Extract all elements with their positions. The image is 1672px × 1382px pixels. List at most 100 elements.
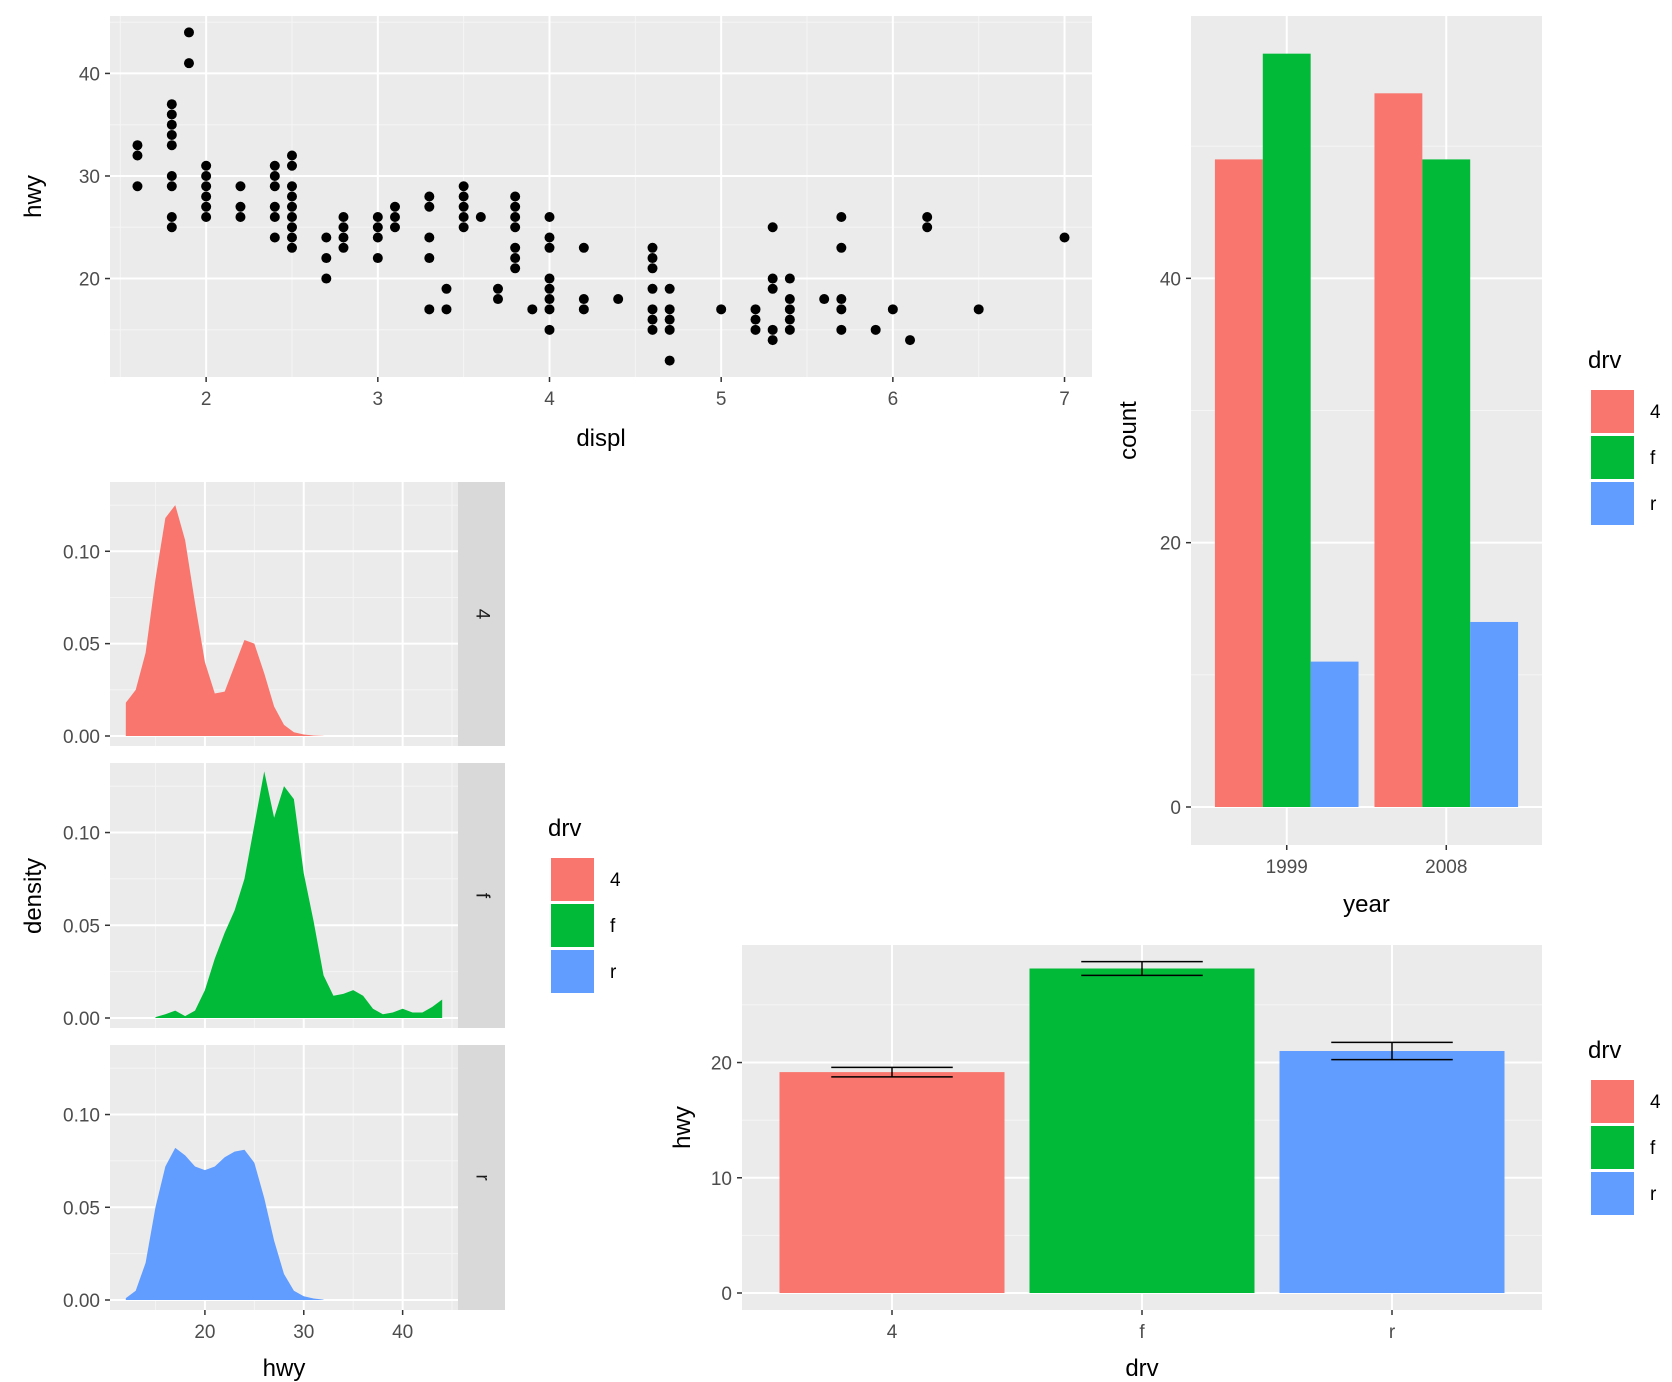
scatter-point — [286, 222, 297, 233]
scatter-point — [527, 304, 538, 315]
density-x-axis-title: hwy — [263, 1355, 306, 1382]
scatter-point — [973, 304, 984, 315]
scatter-point — [510, 201, 521, 212]
density-y-tick-label: 0.00 — [63, 1291, 100, 1312]
density-strip-label-f: f — [471, 893, 492, 899]
year-bar-2008-r — [1470, 621, 1519, 807]
year-bar-1999-4 — [1214, 159, 1263, 808]
year-bar-y-tick-label: 20 — [1160, 534, 1181, 555]
density-y-tick-label: 0.00 — [63, 727, 100, 748]
legend-label-r: r — [1650, 494, 1657, 515]
scatter-point — [458, 222, 469, 233]
scatter-point — [166, 212, 177, 223]
scatter-point — [269, 181, 280, 192]
scatter-point — [269, 160, 280, 171]
legend-key-f — [1591, 1126, 1634, 1169]
scatter-point — [922, 212, 933, 223]
scatter-point — [510, 212, 521, 223]
scatter-point — [544, 283, 555, 294]
year-bar-y-axis-title: count — [1115, 401, 1142, 460]
legend-label-f: f — [610, 916, 616, 937]
scatter-point — [235, 181, 246, 192]
scatter-point — [235, 201, 246, 212]
scatter-point — [544, 304, 555, 315]
scatter-point — [767, 335, 778, 346]
scatter-point — [441, 283, 452, 294]
scatter-point — [166, 222, 177, 233]
scatter-point — [784, 324, 795, 335]
density-area-r — [125, 1147, 324, 1300]
scatter-point — [750, 324, 761, 335]
scatter-point — [183, 27, 194, 38]
mean-bar-f — [1029, 968, 1255, 1293]
scatter-point — [922, 222, 933, 233]
scatter-point — [269, 201, 280, 212]
scatter-point — [269, 212, 280, 223]
density-y-tick-label: 0.10 — [63, 542, 100, 563]
year-bar-1999-f — [1262, 53, 1311, 807]
scatter-point — [424, 304, 435, 315]
year-bar-y-tick-label: 0 — [1170, 798, 1181, 819]
mean-bar-y-tick-label: 20 — [711, 1054, 732, 1075]
density-x-tick-label: 40 — [392, 1322, 413, 1343]
scatter-y-tick-label: 40 — [79, 64, 100, 85]
scatter-point — [647, 283, 658, 294]
density-y-tick-label: 0.00 — [63, 1009, 100, 1030]
legend-label-r: r — [610, 962, 617, 983]
scatter-x-tick-label: 6 — [888, 389, 899, 410]
mean-hwy-bar-chart: 0 10 20 4 f r drv hwy drv 4 f r — [669, 945, 1661, 1382]
year-bar-2008-f — [1422, 159, 1471, 808]
year-count-bar-chart: 0 20 40 1999 2008 year count drv 4 f r — [1115, 16, 1661, 918]
scatter-point — [510, 263, 521, 274]
scatter-point — [664, 355, 675, 366]
legend-label-f: f — [1650, 1138, 1656, 1159]
scatter-y-tick-label: 20 — [79, 270, 100, 291]
scatter-point — [544, 294, 555, 305]
scatter-point — [269, 170, 280, 181]
year-bar-x-axis-title: year — [1343, 891, 1390, 918]
scatter-point — [664, 314, 675, 325]
scatter-point — [338, 222, 349, 233]
legend-label-4: 4 — [1650, 1092, 1661, 1113]
legend-title: drv — [548, 815, 581, 842]
density-y-tick-label: 0.05 — [63, 916, 100, 937]
scatter-point — [389, 222, 400, 233]
legend-key-4 — [1591, 1080, 1634, 1123]
mean-bar-x-tick-label: 4 — [887, 1322, 898, 1343]
scatter-point — [767, 283, 778, 294]
mean-bar-x-tick-label: f — [1139, 1322, 1145, 1343]
scatter-point — [286, 212, 297, 223]
scatter-point — [664, 283, 675, 294]
scatter-point — [544, 232, 555, 243]
legend-label-f: f — [1650, 448, 1656, 469]
scatter-point — [510, 253, 521, 264]
scatter-point — [767, 222, 778, 233]
year-bar-x-tick-label: 1999 — [1266, 857, 1308, 878]
scatter-point — [424, 253, 435, 264]
scatter-plot: 2 3 4 5 6 7 20 30 40 displ hwy — [20, 16, 1092, 452]
scatter-point — [613, 294, 624, 305]
scatter-point — [166, 170, 177, 181]
scatter-point — [492, 294, 503, 305]
scatter-x-tick-label: 7 — [1059, 389, 1070, 410]
density-y-tick-label: 0.05 — [63, 635, 100, 656]
legend-key-4 — [1591, 390, 1634, 433]
year-bar-2008-4 — [1374, 93, 1423, 807]
year-bar-y-tick-label: 40 — [1160, 269, 1181, 290]
scatter-point — [578, 294, 589, 305]
scatter-point — [458, 191, 469, 202]
scatter-point — [201, 160, 212, 171]
scatter-point — [750, 314, 761, 325]
year-bar-1999-r — [1310, 661, 1359, 807]
scatter-point — [647, 263, 658, 274]
density-area-4 — [125, 505, 324, 736]
density-strip-4 — [458, 482, 505, 746]
density-strip-r — [458, 1045, 505, 1310]
scatter-x-tick-label: 4 — [544, 389, 555, 410]
scatter-point — [544, 212, 555, 223]
scatter-y-tick-label: 30 — [79, 167, 100, 188]
scatter-point — [286, 160, 297, 171]
scatter-point — [201, 212, 212, 223]
scatter-point — [784, 273, 795, 284]
